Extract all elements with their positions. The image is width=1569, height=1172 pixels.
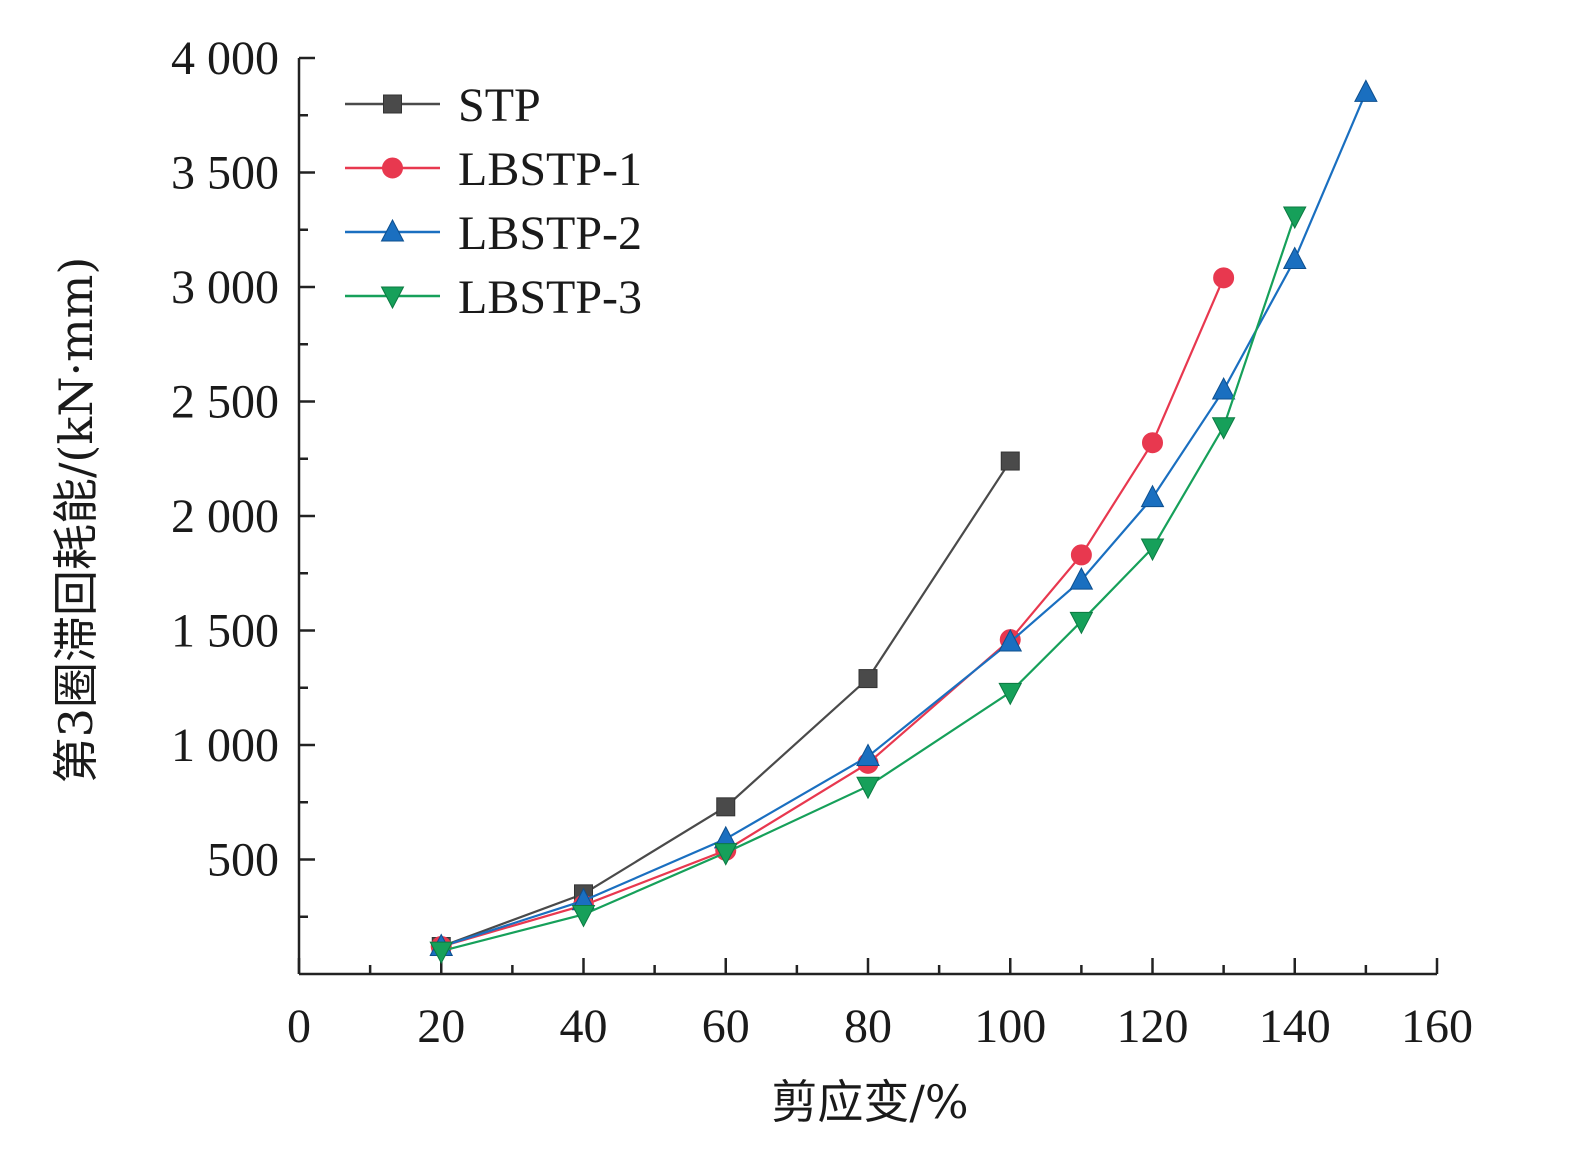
y-axis-title: 第3圈滞回耗能/(kN·mm) — [49, 257, 103, 784]
x-tick-label: 160 — [1401, 1000, 1473, 1053]
data-point — [1140, 484, 1165, 508]
legend-marker — [380, 286, 405, 310]
x-tick-label: 100 — [974, 1000, 1046, 1053]
series-group — [429, 79, 1378, 965]
data-point — [1000, 451, 1020, 471]
legend-marker — [380, 218, 405, 242]
legend-label: LBSTP-1 — [458, 143, 642, 196]
legend-label: LBSTP-2 — [458, 207, 642, 260]
data-point — [856, 743, 880, 766]
series-stp — [431, 451, 1020, 957]
axes-group: 0 20 40 60 80 100 120 140 160 500 1 000 1 500 2 000 2… — [171, 32, 1473, 1053]
data-point — [1070, 544, 1092, 566]
legend-item: LBSTP-3 — [345, 271, 642, 324]
y-tick-label: 3 000 — [171, 261, 279, 314]
data-point — [1069, 611, 1094, 635]
data-point — [716, 797, 736, 817]
x-tick-label: 20 — [417, 1000, 465, 1053]
data-point — [1213, 267, 1235, 289]
legend-item: LBSTP-1 — [345, 143, 642, 196]
series-line — [440, 460, 1012, 948]
data-point — [1140, 538, 1165, 562]
data-point — [858, 669, 878, 689]
x-axis-title: 剪应变/% — [771, 1075, 968, 1129]
x-tick-label: 60 — [702, 1000, 750, 1053]
series-lbstp-1 — [430, 267, 1235, 958]
data-point — [998, 628, 1023, 652]
data-point — [1069, 567, 1094, 590]
x-tick-label: 40 — [560, 1000, 608, 1053]
series-line — [440, 215, 1296, 953]
data-point — [1211, 376, 1236, 400]
y-tick-label: 2 000 — [171, 490, 279, 543]
legend-label: STP — [458, 79, 541, 132]
x-tick-label: 120 — [1117, 1000, 1189, 1053]
data-point — [713, 843, 738, 866]
legend-marker — [383, 94, 402, 114]
data-point — [1282, 206, 1307, 230]
legend: STP LBSTP-1 LBSTP-2 LBSTP-3 — [345, 79, 642, 324]
legend-item: STP — [345, 79, 541, 132]
series-line — [440, 277, 1225, 948]
data-point — [1354, 79, 1378, 102]
y-tick-label: 2 500 — [171, 376, 279, 429]
data-point — [1211, 417, 1236, 440]
data-point — [571, 904, 596, 928]
y-tick-label: 1 000 — [171, 719, 279, 772]
data-point — [429, 941, 454, 965]
x-tick-label: 0 — [287, 1000, 311, 1053]
y-tick-label: 3 500 — [171, 147, 279, 200]
data-point — [856, 776, 880, 800]
x-tick-label: 80 — [844, 1000, 892, 1053]
legend-marker — [382, 157, 403, 179]
legend-label: LBSTP-3 — [458, 271, 642, 324]
y-tick-label: 500 — [207, 834, 279, 887]
legend-item: LBSTP-2 — [345, 207, 642, 260]
data-point — [1282, 246, 1307, 270]
data-point — [998, 682, 1023, 706]
series-lbstp-3 — [429, 206, 1307, 965]
y-tick-label: 1 500 — [171, 605, 279, 658]
x-tick-label: 140 — [1259, 1000, 1331, 1053]
data-point — [1142, 432, 1163, 454]
y-tick-label: 4 000 — [171, 32, 279, 85]
